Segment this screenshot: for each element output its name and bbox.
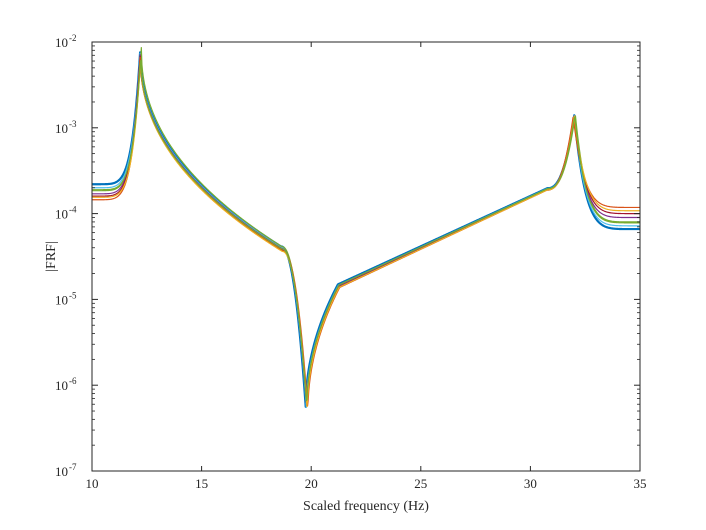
- y-tick-exponent: -7: [69, 462, 77, 472]
- x-tick-label: 30: [524, 476, 537, 491]
- x-tick-label: 15: [195, 476, 208, 491]
- y-tick-exponent: -6: [69, 376, 77, 386]
- y-tick-label: 10: [55, 207, 68, 222]
- x-tick-label: 25: [414, 476, 427, 491]
- y-axis-label: |FRF|: [44, 241, 59, 272]
- plot-area: [92, 42, 640, 471]
- y-tick-exponent: -3: [69, 119, 77, 129]
- x-axis-label: Scaled frequency (Hz): [303, 499, 429, 514]
- y-tick-label: 10: [55, 35, 68, 50]
- y-tick-exponent: -2: [69, 33, 77, 43]
- y-tick-exponent: -5: [69, 290, 77, 300]
- y-tick-label: 10: [55, 121, 68, 136]
- y-tick-label: 10: [55, 464, 68, 479]
- x-tick-label: 35: [634, 476, 647, 491]
- y-tick-label: 10: [55, 378, 68, 393]
- y-tick-label: 10: [55, 292, 68, 307]
- x-tick-label: 20: [305, 476, 318, 491]
- series-layer: [92, 47, 640, 409]
- series-line-7: [92, 61, 640, 408]
- y-tick-exponent: -4: [69, 205, 77, 215]
- x-tick-label: 10: [86, 476, 99, 491]
- series-line-8: [92, 60, 640, 402]
- axes-box: [91, 41, 641, 472]
